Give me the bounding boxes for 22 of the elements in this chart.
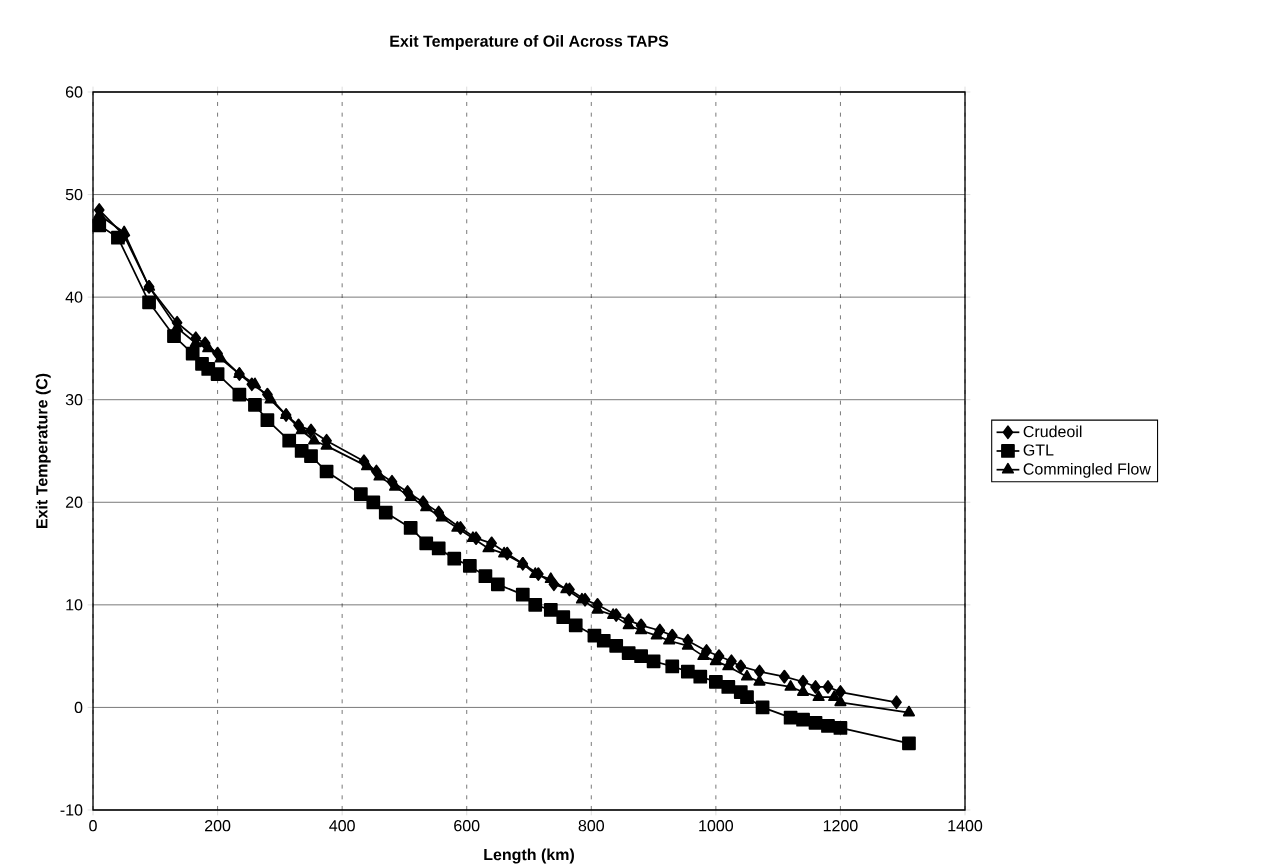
y-tick-label: 50 <box>65 188 83 201</box>
x-tick-label: 1400 <box>948 820 983 832</box>
legend-label: GTL <box>1023 444 1054 456</box>
x-tick-label: 1000 <box>699 820 734 832</box>
legend-label: Crudeoil <box>1023 425 1082 438</box>
x-tick-label: 600 <box>454 820 480 832</box>
x-tick-label: 1200 <box>823 820 858 832</box>
y-tick-label: 60 <box>65 86 83 98</box>
y-tick-label: -10 <box>60 804 83 816</box>
x-tick-label: 800 <box>578 820 605 832</box>
y-tick-label: 10 <box>66 599 83 611</box>
y-axis-title: Exit Temperature (C) <box>35 373 51 529</box>
legend-label: Commingled Flow <box>1023 462 1151 478</box>
y-tick-label: 20 <box>65 496 83 508</box>
x-tick-label: 0 <box>89 820 97 832</box>
x-tick-label: 200 <box>205 820 231 832</box>
x-tick-label: 400 <box>329 820 355 832</box>
y-tick-label: 0 <box>74 701 83 714</box>
y-tick-label: 30 <box>65 394 83 406</box>
y-tick-label: 40 <box>65 291 83 303</box>
chart-title: Exit Temperature of Oil Across TAPS <box>390 35 669 50</box>
x-axis-title: Length (km) <box>484 848 574 864</box>
